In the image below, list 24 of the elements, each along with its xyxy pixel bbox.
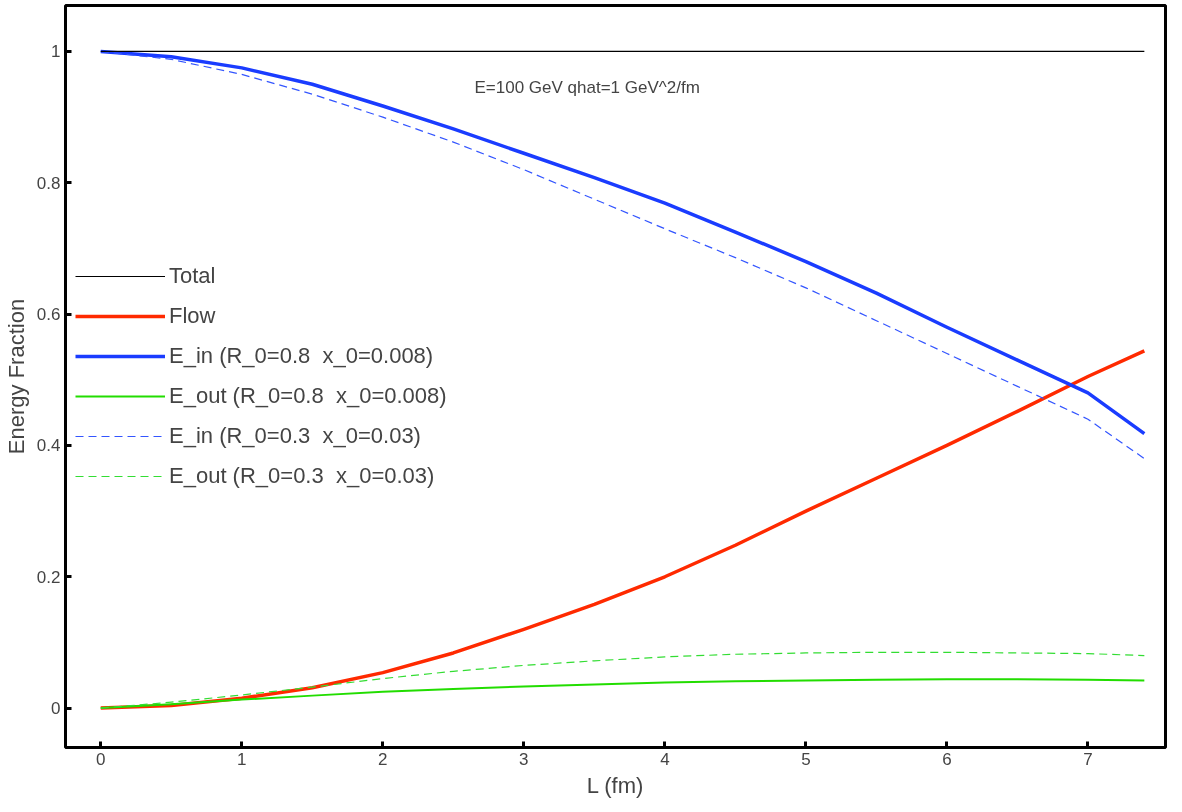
y-tick-label: 0.4 [36, 436, 61, 456]
line-series [100, 651, 1145, 709]
x-tick-label: 5 [801, 749, 811, 769]
y-tick-label: 0.8 [36, 173, 61, 193]
legend-label: E_out (R_0=0.3 x_0=0.03) [169, 463, 435, 489]
legend-label: E_in (R_0=0.8 x_0=0.008) [169, 343, 434, 369]
x-tick-label: 6 [942, 749, 952, 769]
x-tick-label: 7 [1083, 749, 1093, 769]
y-tick-label: 0 [51, 699, 61, 719]
y-tick-label: 1 [51, 42, 61, 62]
annotation: E=100 GeV qhat=1 GeV^2/fm [474, 78, 700, 98]
x-tick-label: 0 [96, 749, 106, 769]
x-axis-title: L (fm) [586, 772, 644, 798]
y-tick-label: 0.2 [36, 567, 61, 587]
y-tick-label: 0.6 [36, 305, 61, 325]
legend-label: E_out (R_0=0.8 x_0=0.008) [169, 383, 447, 409]
x-tick-label: 4 [660, 749, 670, 769]
legend-label: E_in (R_0=0.3 x_0=0.03) [169, 423, 421, 449]
x-tick-label: 3 [519, 749, 529, 769]
x-tick-label: 2 [378, 749, 388, 769]
y-axis-title: Energy Fraction [3, 298, 29, 455]
x-tick-label: 1 [237, 749, 247, 769]
legend-label: Flow [169, 303, 216, 329]
legend-label: Total [169, 263, 216, 289]
